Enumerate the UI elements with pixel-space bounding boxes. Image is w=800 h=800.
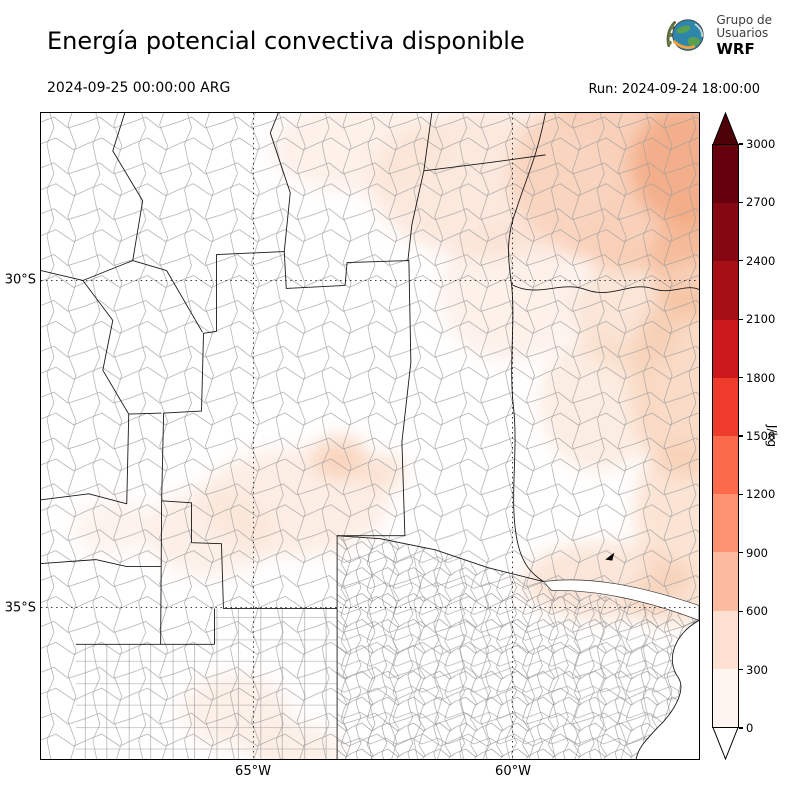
colorbar-ticks: 3000 2700 2400 2100 1800 1500 1200 900 600 300 0 bbox=[712, 112, 800, 760]
colorbar-tick: 1500 bbox=[739, 429, 775, 443]
lon-tick-60w: 60°W bbox=[495, 764, 531, 779]
tick-mark bbox=[739, 610, 743, 612]
map-canvas bbox=[40, 112, 700, 760]
colorbar-tick: 3000 bbox=[739, 137, 775, 151]
colorbar-segment bbox=[713, 436, 738, 495]
colorbar-tick: 600 bbox=[739, 604, 768, 618]
tick-mark bbox=[739, 493, 743, 496]
colorbar-tick-label: 0 bbox=[746, 721, 754, 735]
colorbar-tick: 900 bbox=[739, 546, 768, 560]
colorbar-tick-label: 1800 bbox=[746, 370, 776, 385]
logo-line1: Grupo de bbox=[716, 12, 772, 27]
graticule bbox=[41, 113, 699, 759]
logo-line3: WRF bbox=[716, 40, 755, 59]
colorbar-tick-label: 1500 bbox=[746, 429, 776, 443]
cape-map bbox=[41, 113, 699, 759]
delta-mark bbox=[605, 552, 615, 561]
colorbar-segments bbox=[712, 144, 739, 728]
lon-tick-65w: 65°W bbox=[235, 764, 271, 779]
colorbar-segment bbox=[713, 377, 738, 437]
tick-mark bbox=[739, 727, 743, 729]
under-arrow-shape bbox=[712, 727, 739, 760]
ocean bbox=[636, 620, 699, 759]
tick-mark bbox=[739, 318, 743, 320]
colorbar-tick: 2400 bbox=[739, 254, 775, 268]
colorbar-tick: 2100 bbox=[739, 312, 775, 326]
la-pampa-departments-grid bbox=[75, 608, 338, 759]
colorbar-segment bbox=[713, 319, 738, 378]
colorbar-segment bbox=[713, 610, 738, 669]
colorbar-segment bbox=[713, 261, 738, 320]
colorbar-tick: 1200 bbox=[739, 487, 775, 501]
colorbar-tick-label: 2400 bbox=[746, 253, 776, 268]
colorbar-tick: 2700 bbox=[739, 195, 775, 209]
globe-icon bbox=[666, 19, 705, 51]
run-time: Run: 2024-09-24 18:00:00 bbox=[588, 82, 760, 97]
tick-mark bbox=[739, 435, 743, 437]
colorbar-segment bbox=[713, 494, 738, 553]
page-title: Energía potencial convectiva disponible bbox=[47, 27, 525, 55]
colorbar-tick: 0 bbox=[739, 721, 753, 735]
tick-mark bbox=[739, 201, 743, 204]
tick-mark bbox=[739, 376, 743, 379]
colorbar-tick: 1800 bbox=[739, 371, 775, 385]
colorbar-segment bbox=[713, 552, 738, 611]
wrf-logo: Grupo de Usuarios WRF bbox=[663, 13, 772, 59]
colorbar-tick-label: 3000 bbox=[746, 137, 776, 151]
colorbar: 3000 2700 2400 2100 1800 1500 1200 900 600 300 0 bbox=[712, 112, 800, 760]
colorbar-segment bbox=[713, 145, 738, 204]
lat-tick-35s: 35°S bbox=[4, 600, 36, 616]
logo-line2: Usuarios bbox=[716, 26, 769, 41]
tick-mark bbox=[739, 668, 743, 671]
valid-time: 2024-09-25 00:00:00 ARG bbox=[47, 80, 231, 96]
colorbar-unit-label: J/kg bbox=[765, 424, 779, 448]
colorbar-tick-label: 900 bbox=[746, 545, 768, 560]
lat-tick-30s: 30°S bbox=[4, 272, 36, 288]
colorbar-tick-label: 1200 bbox=[746, 487, 776, 502]
buenos-aires-departments-mesh bbox=[337, 535, 699, 759]
tick-mark bbox=[739, 552, 743, 554]
colorbar-tick-label: 2100 bbox=[746, 312, 776, 327]
colorbar-tick: 300 bbox=[739, 663, 768, 677]
colorbar-tick-label: 300 bbox=[746, 662, 768, 677]
colorbar-segment bbox=[713, 203, 738, 262]
tick-mark bbox=[739, 143, 743, 145]
province-boundaries bbox=[41, 113, 699, 759]
colorbar-segment bbox=[713, 668, 738, 728]
colorbar-tick-label: 600 bbox=[746, 604, 768, 619]
coastline bbox=[635, 620, 699, 759]
rio-de-la-plata bbox=[542, 579, 699, 621]
tick-mark bbox=[739, 260, 743, 262]
colorbar-under-arrow bbox=[712, 727, 739, 760]
colorbar-tick-label: 2700 bbox=[746, 195, 776, 210]
